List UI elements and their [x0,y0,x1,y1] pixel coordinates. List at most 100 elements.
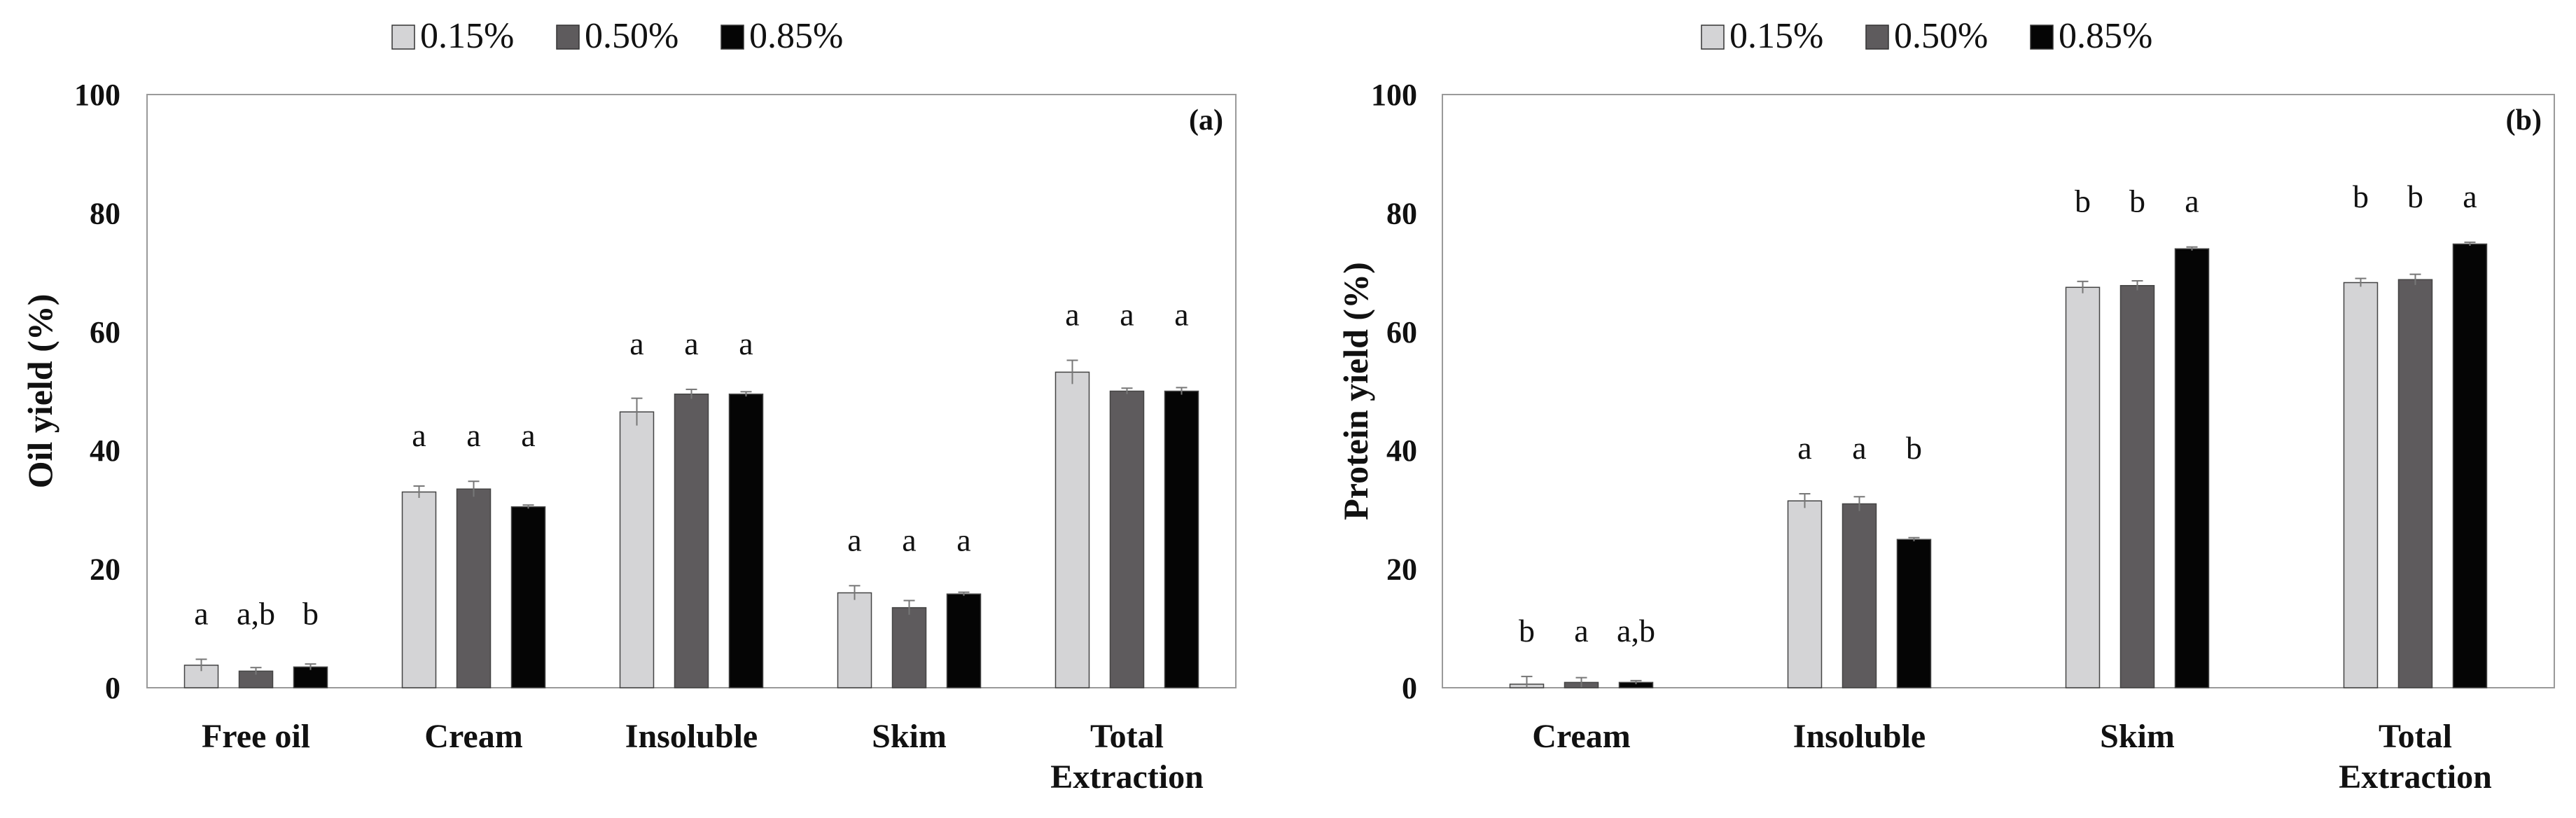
legend-label-2: 0.50% [585,16,678,56]
legend-item: 0.50% [556,16,678,56]
x-category-label-line: Extraction [1050,758,1204,796]
x-category-label: Insoluble [1793,718,1926,755]
x-category-label: Cream [1532,718,1630,755]
x-category-label: Skim [872,718,947,755]
significance-label: a [847,522,861,557]
bar [837,592,872,688]
bar [2065,286,2101,688]
significance-label: b [2407,179,2423,214]
legend-swatch-1 [391,25,415,50]
bar [1054,371,1090,688]
y-tick-label: 100 [1371,78,1417,112]
legend-label-3: 0.85% [749,16,843,56]
bar [1787,500,1823,688]
significance-label: a [466,417,480,453]
significance-label: a,b [237,595,275,631]
legend-swatch-2 [1865,25,1889,50]
y-tick-label: 60 [90,315,120,349]
significance-label: a [2463,179,2477,214]
x-category-label: Total Extraction [2339,718,2492,796]
y-tick-label: 80 [90,196,120,230]
significance-label: b [1519,613,1535,649]
legend-item: 0.85% [720,16,843,56]
y-axis-title: Protein yield (%) [1336,262,1375,520]
y-tick-label: 0 [105,671,120,705]
x-category-label-line: Cream [1532,718,1630,755]
significance-label: b [302,595,319,631]
significance-label: b [2075,183,2091,219]
significance-label: a [1797,430,1811,466]
y-axis-title: Oil yield (%) [20,294,60,489]
bar [293,666,328,688]
x-category-label-line: Skim [872,718,947,755]
x-category-label: Total Extraction [1050,718,1204,796]
significance-label: a [1065,296,1079,332]
significance-label: a [1120,296,1134,332]
significance-label: a,b [1617,613,1655,649]
bar [401,491,437,688]
bar [2119,284,2155,688]
bar [619,411,655,688]
legend-item: 0.85% [2030,16,2152,56]
significance-label: a [739,326,753,361]
significance-label: a [629,326,643,361]
bar [1842,503,1877,688]
bar [456,488,492,688]
panel-label: (b) [2506,104,2542,137]
bar [728,393,764,688]
significance-label: b [1906,430,1922,466]
significance-label: a [1574,613,1588,649]
bar [2174,248,2210,688]
bar [2397,279,2433,688]
bar [891,606,927,688]
x-category-label: Cream [424,718,522,755]
x-category-label-line: Skim [2100,718,2175,755]
significance-label: a [902,522,916,557]
significance-label: a [684,326,698,361]
plot-frame [1442,94,2555,688]
bar [1164,390,1199,688]
legend-a: 0.15% 0.50% 0.85% [391,16,843,56]
legend-item: 0.15% [391,16,514,56]
x-category-label-line: Total [1090,718,1164,755]
legend-b: 0.15% 0.50% 0.85% [1701,16,2152,56]
significance-label: a [412,417,426,453]
x-category-label-line: Cream [424,718,522,755]
x-category-label-line: Insoluble [1793,718,1926,755]
legend-item: 0.15% [1701,16,1823,56]
y-tick-label: 80 [1386,196,1417,230]
bar [674,393,709,688]
legend-swatch-1 [1701,25,1725,50]
bar [2452,243,2488,688]
legend-label-3: 0.85% [2059,16,2152,56]
y-tick-label: 60 [1386,315,1417,349]
x-category-label-line: Total [2379,718,2452,755]
bar [1896,539,1932,688]
y-tick-label: 0 [1402,671,1417,705]
x-category-label-line: Insoluble [625,718,758,755]
legend-swatch-3 [720,25,744,50]
significance-label: b [2129,183,2145,219]
legend-label-1: 0.15% [420,16,514,56]
x-category-label: Insoluble [625,718,758,755]
significance-label: a [2185,183,2199,219]
significance-label: a [956,522,970,557]
bar [2343,282,2379,688]
bar [1109,390,1145,688]
significance-label: a [521,417,535,453]
significance-label: a [1174,296,1188,332]
legend-label-1: 0.15% [1729,16,1823,56]
legend-label-2: 0.50% [1894,16,1988,56]
legend-item: 0.50% [1865,16,1988,56]
y-tick-label: 40 [90,434,120,468]
y-tick-label: 20 [90,553,120,587]
x-category-label-line: Extraction [2339,758,2492,796]
bar [946,593,982,688]
x-category-label: Free oil [202,718,310,755]
legend-swatch-2 [556,25,580,50]
panel-label: (a) [1189,104,1223,137]
bar [510,506,546,688]
x-category-label-line: Free oil [202,718,310,755]
